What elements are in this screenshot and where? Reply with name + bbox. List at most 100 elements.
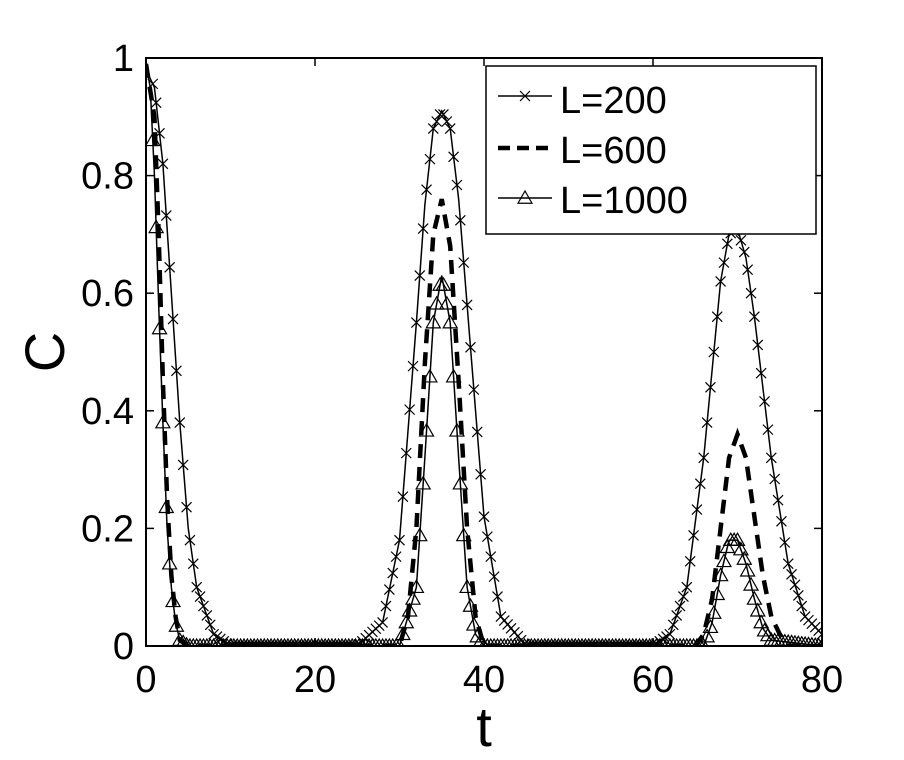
- y-tick-label: 0: [113, 626, 134, 668]
- data-point: [394, 626, 411, 641]
- ticks-layer: 0 20 40 60 80 0 0.2 0.4 0.6 0.8 1: [81, 38, 843, 701]
- data-point: [154, 414, 171, 429]
- x-tick-label: 60: [632, 659, 674, 701]
- data-point: [444, 123, 456, 134]
- data-point: [198, 600, 209, 612]
- series-line: [146, 63, 822, 646]
- data-point: [688, 530, 699, 541]
- data-point: [755, 367, 767, 379]
- legend-marker: [519, 90, 531, 102]
- series-l200: [146, 69, 822, 646]
- data-point: [702, 618, 719, 634]
- legend-label-l1000: L=1000: [560, 180, 688, 222]
- data-point: [191, 581, 203, 593]
- data-point: [204, 619, 216, 631]
- data-point: [380, 600, 392, 612]
- data-point: [753, 614, 770, 629]
- data-point: [736, 550, 753, 565]
- data-point: [664, 628, 676, 640]
- data-point: [759, 627, 776, 642]
- data-point: [677, 591, 689, 603]
- data-point: [170, 365, 182, 377]
- data-point: [681, 581, 693, 593]
- data-point: [448, 422, 465, 437]
- data-point: [442, 314, 459, 329]
- data-point: [168, 617, 185, 632]
- data-point: [705, 604, 722, 619]
- x-tick-label: 40: [463, 659, 505, 701]
- data-point: [776, 515, 787, 527]
- data-point: [451, 179, 463, 191]
- legend-label-l200: L=200: [560, 80, 667, 122]
- data-point: [462, 597, 479, 612]
- data-point: [709, 586, 726, 601]
- data-point: [404, 590, 422, 605]
- data-point: [438, 295, 455, 310]
- data-point: [408, 578, 425, 594]
- y-tick-label: 0.6: [81, 273, 134, 315]
- data-point: [383, 584, 395, 595]
- data-point: [739, 562, 756, 577]
- data-point: [745, 287, 757, 299]
- data-point: [410, 317, 422, 329]
- data-point: [424, 153, 436, 165]
- y-tick-label: 0.4: [81, 391, 134, 433]
- y-tick-label: 0.8: [81, 156, 134, 198]
- data-point: [752, 339, 764, 351]
- data-point: [452, 475, 469, 490]
- data-point: [786, 568, 798, 580]
- data-point: [796, 600, 808, 612]
- data-point: [735, 234, 747, 246]
- data-point: [481, 531, 493, 543]
- data-point: [465, 341, 476, 353]
- data-point: [435, 276, 452, 291]
- data-point: [749, 602, 766, 617]
- data-point: [398, 614, 415, 629]
- data-point: [174, 417, 186, 428]
- data-point: [478, 511, 490, 523]
- data-point: [769, 473, 781, 485]
- data-point: [459, 578, 476, 594]
- data-point: [167, 313, 179, 325]
- data-point: [721, 238, 733, 250]
- x-axis-label: t: [476, 695, 492, 758]
- data-point: [712, 567, 729, 582]
- data-point: [421, 368, 438, 383]
- data-point: [715, 276, 727, 287]
- data-point: [458, 257, 470, 269]
- data-point: [738, 246, 750, 258]
- data-point: [792, 590, 804, 601]
- data-point: [164, 261, 176, 273]
- data-point: [176, 634, 190, 646]
- data-point: [674, 600, 686, 612]
- data-point: [647, 640, 659, 646]
- data-point: [148, 219, 165, 234]
- data-point: [708, 346, 720, 358]
- data-point: [415, 475, 432, 490]
- data-point: [475, 468, 487, 480]
- data-point: [715, 553, 733, 568]
- data-point: [699, 628, 716, 643]
- data-point: [146, 132, 161, 147]
- data-point: [177, 459, 189, 471]
- data-point: [746, 590, 763, 605]
- data-point: [461, 299, 473, 311]
- y-axis-label: C: [13, 332, 76, 372]
- data-point: [729, 531, 746, 547]
- data-point: [387, 567, 399, 579]
- data-point: [407, 360, 419, 372]
- data-point: [468, 384, 480, 396]
- data-point: [390, 551, 402, 563]
- data-point: [350, 640, 361, 646]
- data-point: [165, 593, 182, 608]
- data-point: [427, 123, 439, 134]
- legend-label-l600: L=600: [560, 130, 667, 172]
- data-point: [719, 539, 736, 554]
- data-point: [762, 424, 774, 436]
- data-point: [187, 558, 199, 570]
- data-point: [346, 640, 358, 646]
- data-point: [414, 270, 426, 281]
- data-point: [428, 295, 445, 310]
- data-point: [151, 320, 168, 335]
